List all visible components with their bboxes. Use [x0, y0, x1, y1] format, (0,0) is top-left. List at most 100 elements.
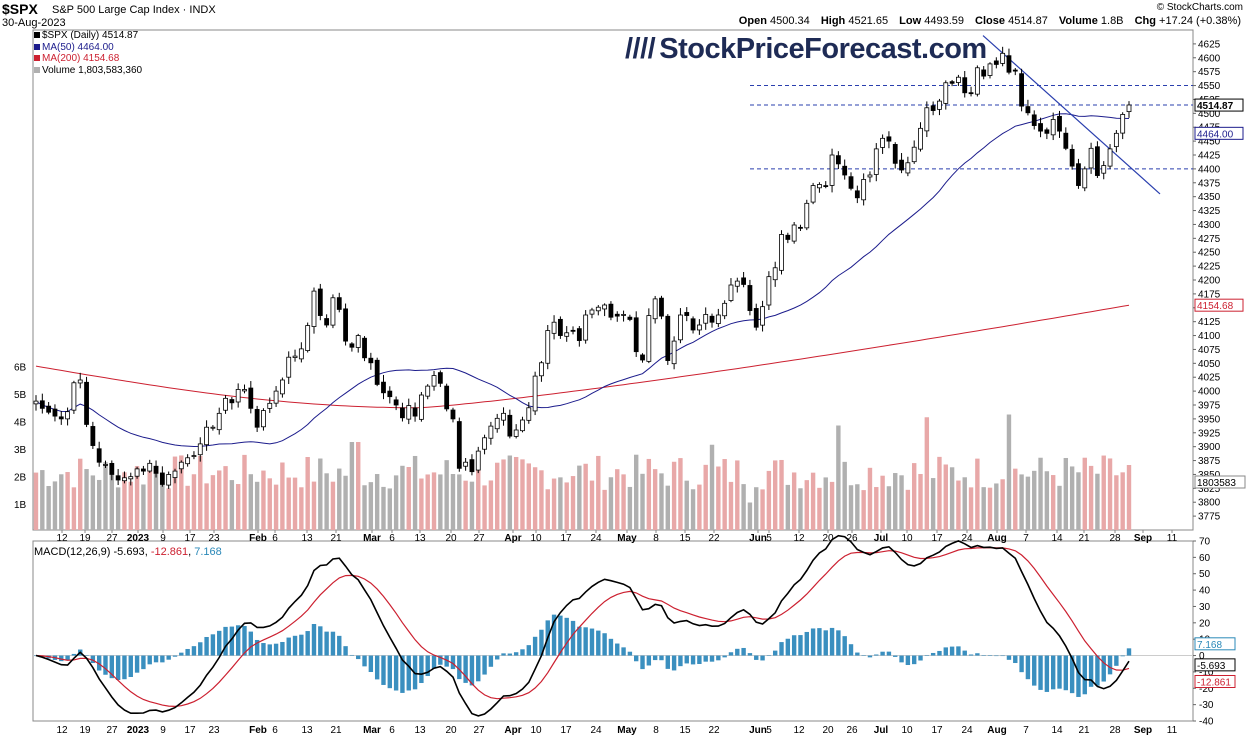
macd-hist-bar: [425, 655, 430, 677]
candle-body: [785, 234, 791, 240]
candle-body: [589, 309, 595, 315]
candle-body: [810, 185, 816, 203]
candle-body: [279, 379, 285, 395]
x-tick-label-macd: 17: [931, 725, 943, 736]
volume-bar: [160, 483, 165, 530]
macd-hist-bar: [254, 639, 260, 656]
index-name: S&P 500 Large Cap Index: [52, 4, 180, 16]
candle-body: [1063, 132, 1069, 149]
macd-hist-bar: [393, 655, 399, 691]
macd-hist-bar: [223, 626, 228, 656]
x-tick-label: 23: [208, 533, 220, 544]
price-tick-label: 4125: [1198, 317, 1221, 328]
macd-hist-bar: [1101, 655, 1106, 682]
candle-body: [949, 81, 955, 84]
volume-bar: [570, 476, 576, 530]
x-tick-label-macd: 12: [793, 725, 805, 736]
volume-bar: [791, 472, 797, 530]
candle-body: [937, 100, 942, 110]
macd-hist-bar: [438, 655, 443, 665]
macd-hist-bar: [160, 655, 165, 663]
candle-body: [178, 461, 184, 470]
x-tick-label-macd: Mar: [363, 725, 381, 736]
candle-body: [1101, 165, 1107, 174]
macd-hist-bar: [627, 651, 633, 656]
candle-body: [330, 297, 336, 326]
volume-bar: [665, 485, 670, 530]
candle-body: [974, 67, 980, 95]
macd-hist-bar: [1000, 655, 1005, 657]
macd-hist-bar: [1126, 648, 1132, 656]
macd-hist-bar: [103, 655, 108, 675]
x-tick-label-macd: Sep: [1134, 725, 1152, 736]
ma200-line: [35, 304, 1130, 409]
candle-body: [286, 356, 292, 378]
volume-bar: [431, 472, 437, 530]
candle-body: [450, 409, 456, 420]
x-tick-label-macd: 14: [1051, 725, 1063, 736]
candle-body: [1126, 104, 1132, 113]
volume-bar: [40, 470, 45, 530]
candle-body: [425, 385, 431, 397]
macd-hist-bar: [457, 655, 462, 680]
macd-hist-bar: [836, 630, 841, 656]
candle-body: [507, 414, 513, 437]
candle-body: [899, 159, 904, 171]
macd-hist-bar: [526, 645, 531, 656]
candle-body: [791, 224, 797, 242]
price-tick-label: 4500: [1198, 109, 1221, 120]
macd-hist-bar: [709, 655, 715, 662]
x-tick-label-macd: 21: [1078, 725, 1090, 736]
macd-hist-bar: [204, 636, 209, 656]
macd-hist-bar: [772, 650, 778, 656]
x-tick-label: 8: [653, 533, 659, 544]
macd-hist-bar: [235, 625, 241, 656]
candle-body: [646, 315, 652, 362]
macd-hist-bar: [596, 630, 601, 656]
volume-bar: [886, 486, 892, 530]
volume-tick-label: 4B: [14, 418, 27, 429]
candle-body: [924, 107, 930, 132]
candle-body: [930, 105, 936, 111]
candle-body: [842, 165, 848, 176]
volume-bar: [305, 457, 310, 530]
candle-body: [311, 290, 317, 327]
candle-body: [191, 455, 197, 457]
candle-body: [368, 357, 374, 364]
macd-hist-bar: [539, 629, 544, 656]
volume-bar: [589, 480, 595, 530]
volume-bar: [273, 484, 279, 530]
volume-bar: [457, 474, 462, 530]
candle-body: [696, 324, 702, 331]
x-tick-label-macd: 28: [1109, 725, 1121, 736]
x-tick-label-macd: 13: [301, 725, 313, 736]
macd-last-text: -5.693: [1197, 661, 1226, 672]
signal-last-text: -12.861: [1197, 677, 1231, 688]
volume-bar: [299, 487, 304, 530]
candle-body: [1082, 168, 1088, 189]
volume-bar: [381, 486, 386, 530]
volume-bar: [716, 466, 721, 530]
candle-body: [747, 285, 753, 311]
volume-bar: [343, 475, 348, 530]
ma50-value-text: 4464.00: [1197, 129, 1234, 140]
volume-bar: [722, 459, 727, 530]
macd-hist-bar: [747, 653, 753, 656]
macd-hist-bar: [905, 655, 911, 666]
volume-bar: [911, 463, 917, 530]
candle-body: [463, 461, 469, 467]
x-tick-label-macd: 10: [530, 725, 542, 736]
x-tick-label: 20: [822, 533, 834, 544]
x-tick-label: 10: [901, 533, 913, 544]
x-tick-label: 19: [79, 533, 91, 544]
macd-hist-bar: [343, 646, 348, 656]
volume-bar: [760, 489, 765, 530]
candle-body: [469, 459, 475, 473]
volume-bar: [968, 487, 974, 530]
macd-hist-bar: [943, 647, 948, 656]
candle-body: [134, 468, 140, 477]
volume-bar: [488, 480, 494, 530]
macd-hist-bar: [564, 617, 569, 656]
x-tick-label: Apr: [504, 533, 521, 544]
volume-bar: [829, 481, 835, 530]
